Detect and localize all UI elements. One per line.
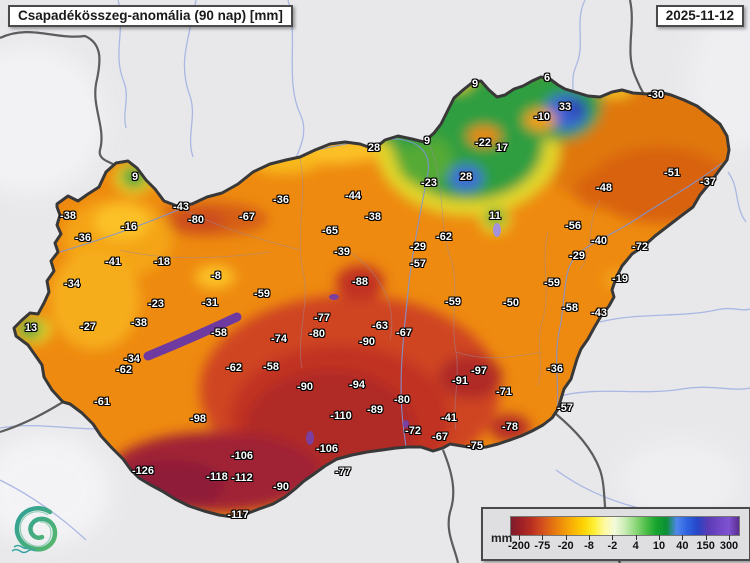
wave-icon <box>11 544 36 554</box>
legend-tick-mark <box>519 535 520 540</box>
legend-tick-label: -2 <box>607 540 618 552</box>
legend-tick-mark <box>729 535 730 540</box>
legend-tick-mark <box>705 535 707 540</box>
legend: mm -200 -75 -20 -8 -2 4 10 40 150 300 <box>481 507 750 561</box>
small-lake <box>493 223 501 237</box>
spiral-inner-line-icon <box>19 511 52 547</box>
legend-tick-label: 40 <box>676 540 689 552</box>
legend-tick-label: -8 <box>584 540 594 552</box>
legend-tick-mark <box>565 535 567 540</box>
lake-balaton <box>143 312 242 361</box>
map-title: Csapadékösszeg-anomália (90 nap) [mm] <box>8 5 293 27</box>
hungaromet-spiral-logo <box>11 506 58 554</box>
legend-tick-mark <box>659 535 660 540</box>
legend-tick-mark <box>542 535 544 540</box>
legend-tick-label: -200 <box>507 540 531 552</box>
legend-tick-label: 10 <box>652 540 666 552</box>
spiral-icon <box>14 506 58 552</box>
legend-tick-label: 4 <box>632 540 639 552</box>
legend-tick-mark <box>612 535 614 540</box>
raba-river <box>59 209 179 253</box>
legend-tick-label: -75 <box>534 540 551 552</box>
legend-tick-label: 150 <box>696 540 715 552</box>
legend-tick-mark <box>635 535 637 540</box>
legend-colorbar <box>510 516 740 536</box>
map-date: 2025-11-12 <box>655 5 744 27</box>
small-lake <box>306 431 314 445</box>
lake-velence <box>329 294 339 300</box>
legend-tick-mark <box>589 535 590 540</box>
small-lake <box>403 420 409 428</box>
county-lines <box>119 144 601 431</box>
legend-unit-label: mm <box>491 531 513 545</box>
legend-tick-label: 300 <box>719 540 739 552</box>
legend-tick-mark <box>682 535 684 540</box>
legend-tick-label: -20 <box>557 540 574 552</box>
